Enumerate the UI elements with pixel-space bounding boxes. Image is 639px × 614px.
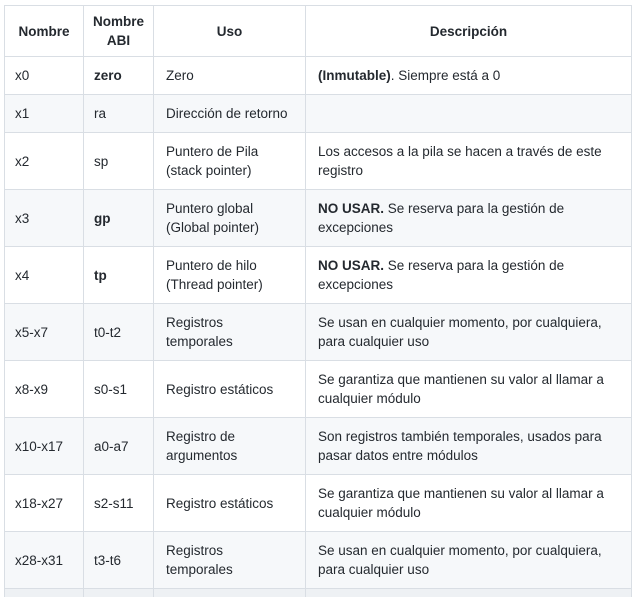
header-row: Nombre Nombre ABI Uso Descripción bbox=[4, 5, 632, 57]
cell-descripcion: Los accesos a la pila se hacen a través … bbox=[305, 132, 632, 190]
cell-abi: zero bbox=[83, 56, 154, 95]
cell-abi: s0-s1 bbox=[83, 360, 154, 418]
cell-descripcion: Se garantiza que mantienen su valor al l… bbox=[305, 360, 632, 418]
cell-abi: s2-s11 bbox=[83, 474, 154, 532]
table-row: x5-x7 t0-t2 Registros temporales Se usan… bbox=[4, 303, 632, 361]
table-row: x1 ra Dirección de retorno bbox=[4, 94, 632, 133]
cell-uso: Puntero de hilo (Thread pointer) bbox=[153, 246, 306, 304]
cell-uso: Registro estáticos bbox=[153, 360, 306, 418]
cell-uso: Registros temporales bbox=[153, 303, 306, 361]
cell-uso: Puntero global (Global pointer) bbox=[153, 189, 306, 247]
cell-uso: Registro estáticos bbox=[153, 474, 306, 532]
cell-uso: Registros temporales bbox=[153, 531, 306, 589]
cell-nombre: x8-x9 bbox=[4, 360, 84, 418]
cell-nombre: x1 bbox=[4, 94, 84, 133]
cell-abi: sp bbox=[83, 132, 154, 190]
registers-table: Nombre Nombre ABI Uso Descripción x0 zer… bbox=[4, 5, 632, 597]
column-header-nombre: Nombre bbox=[4, 5, 84, 57]
cell-nombre: x5-x7 bbox=[4, 303, 84, 361]
cell-descripcion: NO USAR. Se reserva para la gestión de e… bbox=[305, 189, 632, 247]
table-body: x0 zero Zero (Inmutable). Siempre está a… bbox=[4, 56, 632, 597]
column-header-nombre-abi: Nombre ABI bbox=[83, 5, 154, 57]
cell-abi: a0-a7 bbox=[83, 417, 154, 475]
cell-nombre: x0 bbox=[4, 56, 84, 95]
cell-abi: t0-t2 bbox=[83, 303, 154, 361]
cell-abi bbox=[83, 588, 154, 597]
cell-abi: t3-t6 bbox=[83, 531, 154, 589]
cell-uso bbox=[153, 588, 306, 597]
cell-uso: Registro de argumentos bbox=[153, 417, 306, 475]
table-row: x10-x17 a0-a7 Registro de argumentos Son… bbox=[4, 417, 632, 475]
table-row: x0 zero Zero (Inmutable). Siempre está a… bbox=[4, 56, 632, 95]
table-row: x8-x9 s0-s1 Registro estáticos Se garant… bbox=[4, 360, 632, 418]
cell-abi: tp bbox=[83, 246, 154, 304]
table-row: x2 sp Puntero de Pila (stack pointer) Lo… bbox=[4, 132, 632, 190]
column-header-uso: Uso bbox=[153, 5, 306, 57]
cell-nombre: x4 bbox=[4, 246, 84, 304]
cell-descripcion bbox=[305, 588, 632, 597]
cell-nombre bbox=[4, 588, 84, 597]
cell-descripcion: (Inmutable). Siempre está a 0 bbox=[305, 56, 632, 95]
cell-nombre: x28-x31 bbox=[4, 531, 84, 589]
cell-uso: Dirección de retorno bbox=[153, 94, 306, 133]
cutoff-row bbox=[4, 588, 632, 597]
table-row: x28-x31 t3-t6 Registros temporales Se us… bbox=[4, 531, 632, 589]
cell-descripcion: Se usan en cualquier momento, por cualqu… bbox=[305, 531, 632, 589]
cell-uso: Zero bbox=[153, 56, 306, 95]
table-row: x18-x27 s2-s11 Registro estáticos Se gar… bbox=[4, 474, 632, 532]
cell-descripcion: Son registros también temporales, usados… bbox=[305, 417, 632, 475]
table-row: x4 tp Puntero de hilo (Thread pointer) N… bbox=[4, 246, 632, 304]
cell-descripcion: Se usan en cualquier momento, por cualqu… bbox=[305, 303, 632, 361]
cell-uso: Puntero de Pila (stack pointer) bbox=[153, 132, 306, 190]
table-row: x3 gp Puntero global (Global pointer) NO… bbox=[4, 189, 632, 247]
cell-abi: ra bbox=[83, 94, 154, 133]
cell-nombre: x18-x27 bbox=[4, 474, 84, 532]
cell-abi: gp bbox=[83, 189, 154, 247]
cell-nombre: x3 bbox=[4, 189, 84, 247]
cell-nombre: x2 bbox=[4, 132, 84, 190]
cell-descripcion: Se garantiza que mantienen su valor al l… bbox=[305, 474, 632, 532]
cell-descripcion: NO USAR. Se reserva para la gestión de e… bbox=[305, 246, 632, 304]
cell-descripcion bbox=[305, 94, 632, 133]
column-header-descripcion: Descripción bbox=[305, 5, 632, 57]
cell-nombre: x10-x17 bbox=[4, 417, 84, 475]
